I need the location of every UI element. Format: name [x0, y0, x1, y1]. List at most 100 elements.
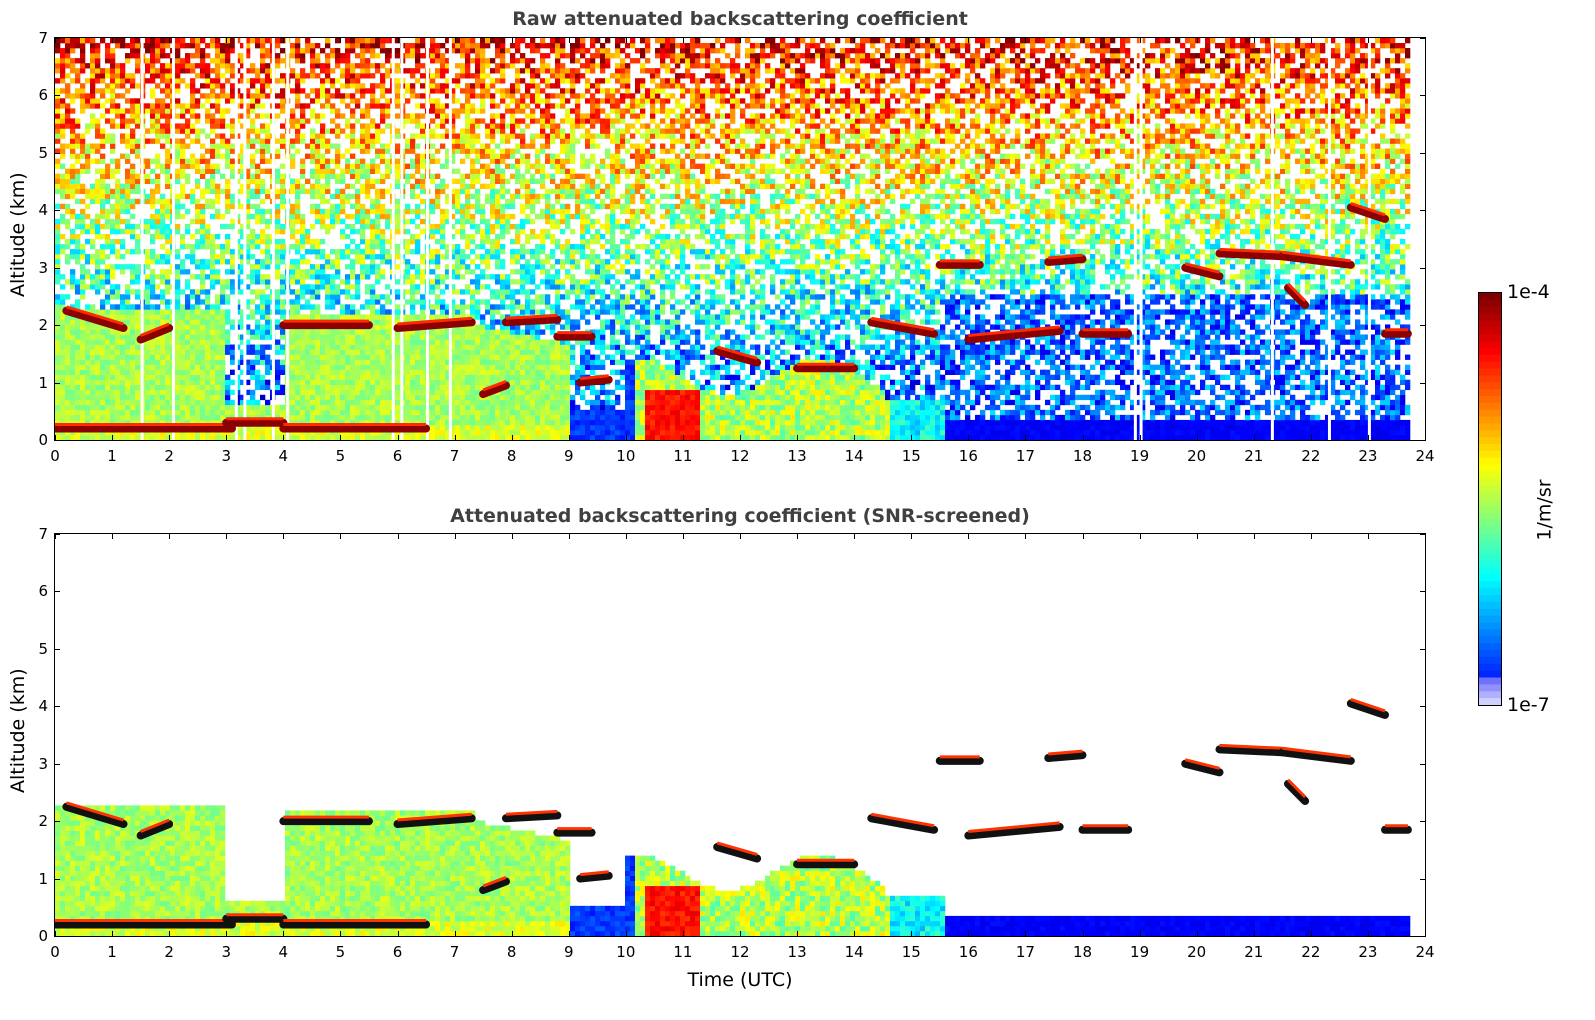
heatmap-cell [415, 344, 421, 350]
heatmap-cell [90, 93, 96, 99]
heatmap-cell [385, 414, 391, 421]
heatmap-cell [465, 404, 471, 411]
heatmap-cell [70, 233, 76, 240]
heatmap-cell [75, 384, 81, 391]
heatmap-cell [205, 98, 211, 104]
heatmap-cell [160, 359, 166, 365]
heatmap-cell [60, 379, 66, 386]
heatmap-cell [330, 414, 336, 421]
heatmap-cell [315, 153, 321, 159]
heatmap-cell [160, 193, 166, 200]
heatmap-cell [345, 394, 351, 401]
heatmap-cell [240, 173, 246, 179]
heatmap-cell [310, 168, 316, 174]
heatmap-cell [175, 279, 181, 285]
heatmap-cell [125, 53, 131, 59]
heatmap-cell [445, 349, 451, 355]
heatmap-cell [180, 108, 186, 114]
heatmap-cell [115, 218, 121, 225]
heatmap-cell [345, 123, 351, 129]
heatmap-cell [135, 319, 141, 325]
heatmap-cell [80, 264, 86, 270]
heatmap-cell [70, 414, 76, 421]
heatmap-cell [300, 118, 306, 124]
heatmap-cell [375, 279, 381, 285]
heatmap-cell [405, 264, 411, 270]
heatmap-cell [315, 369, 321, 375]
heatmap-cell [175, 53, 181, 59]
heatmap-cell [340, 173, 346, 179]
heatmap-cell [295, 193, 301, 200]
heatmap-cell [210, 183, 216, 190]
heatmap-cell [410, 133, 416, 139]
heatmap-cell [265, 379, 271, 386]
heatmap-cell [295, 314, 301, 320]
heatmap-cell [415, 213, 421, 220]
heatmap-cell [305, 38, 311, 44]
heatmap-cell [280, 223, 286, 230]
heatmap-cell [345, 48, 351, 54]
heatmap-cell [435, 294, 441, 300]
heatmap-cell [205, 53, 211, 59]
heatmap-cell [75, 249, 81, 255]
heatmap-cell [55, 379, 61, 386]
heatmap-cell [125, 228, 131, 235]
heatmap-cell [75, 324, 81, 330]
heatmap-cell [330, 68, 336, 74]
heatmap-cell [120, 218, 126, 225]
heatmap-cell [190, 329, 196, 335]
heatmap-cell [250, 429, 256, 436]
heatmap-cell [360, 113, 366, 119]
heatmap-cell [100, 369, 106, 375]
heatmap-cell [200, 68, 206, 74]
heatmap-cell [325, 394, 331, 401]
heatmap-cell [60, 148, 66, 154]
heatmap-cell [135, 68, 141, 74]
heatmap-cell [440, 299, 446, 305]
heatmap-cell [350, 239, 356, 245]
heatmap-cell [375, 148, 381, 154]
heatmap-cell [290, 344, 296, 350]
heatmap-cell [345, 389, 351, 396]
heatmap-cell [350, 384, 356, 391]
heatmap-cell [360, 93, 366, 99]
heatmap-cell [260, 429, 266, 436]
heatmap-cell [180, 43, 186, 49]
heatmap-cell [245, 434, 251, 440]
heatmap-cell [165, 384, 171, 391]
heatmap-cell [215, 324, 221, 330]
heatmap-cell [85, 254, 91, 260]
heatmap-cell [185, 354, 191, 360]
heatmap-cell [100, 284, 106, 290]
heatmap-cell [370, 138, 376, 144]
heatmap-cell [435, 188, 441, 195]
heatmap-cell [70, 364, 76, 370]
heatmap-cell [280, 203, 286, 210]
heatmap-cell [350, 374, 356, 381]
heatmap-cell [355, 384, 361, 391]
heatmap-cell [55, 158, 61, 164]
heatmap-cell [70, 163, 76, 169]
heatmap-cell [275, 339, 281, 345]
heatmap-cell [315, 309, 321, 315]
heatmap-cell [450, 153, 456, 159]
heatmap-cell [130, 414, 136, 421]
heatmap-cell [455, 369, 461, 375]
heatmap-cell [155, 349, 161, 355]
heatmap-cell [350, 369, 356, 375]
heatmap-cell [405, 364, 411, 370]
heatmap-cell [375, 359, 381, 365]
heatmap-cell [165, 394, 171, 401]
heatmap-cell [210, 364, 216, 370]
heatmap-cell [110, 208, 116, 215]
heatmap-cell [120, 379, 126, 386]
heatmap-cell [80, 218, 86, 225]
heatmap-cell [415, 123, 421, 129]
heatmap-cell [405, 394, 411, 401]
heatmap-cell [330, 409, 336, 416]
heatmap-cell [335, 414, 341, 421]
heatmap-cell [135, 183, 141, 190]
heatmap-cell [440, 384, 446, 391]
heatmap-cell [470, 389, 476, 396]
heatmap-cell [385, 208, 391, 215]
